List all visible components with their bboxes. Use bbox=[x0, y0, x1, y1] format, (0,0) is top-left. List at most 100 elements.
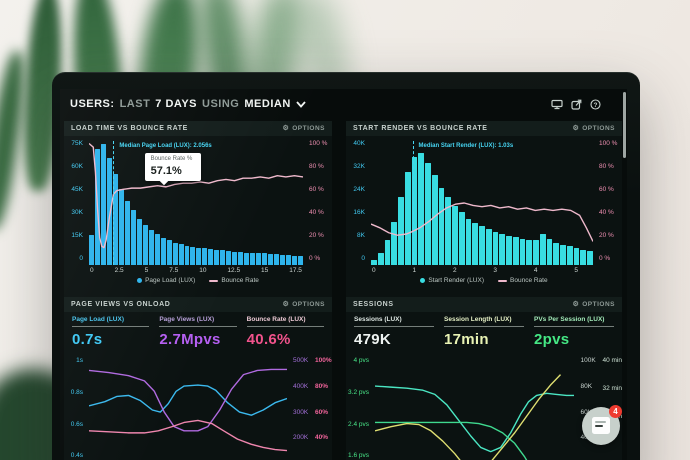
bar bbox=[256, 253, 262, 265]
options-button[interactable]: ⚙ OPTIONS bbox=[282, 125, 325, 132]
y-axis-right-group: 500K 400K 300K 200K 100% 80% 60% 40% bbox=[290, 356, 332, 460]
options-button[interactable]: ⚙ OPTIONS bbox=[572, 125, 615, 132]
legend-item[interactable]: Start Render (LUX) bbox=[420, 277, 484, 284]
chat-widget-button[interactable]: 4 bbox=[582, 405, 622, 445]
legend: Page Load (LUX) Bounce Rate bbox=[64, 277, 332, 284]
axis-tick: 200K bbox=[293, 434, 309, 442]
scrollbar[interactable] bbox=[623, 92, 626, 158]
bar bbox=[130, 210, 136, 265]
y-axis-left: 75K 60K 45K 30K 15K 0 bbox=[64, 139, 86, 265]
axis-tick: 3 bbox=[493, 267, 498, 274]
panel-header: SESSIONS ⚙ OPTIONS bbox=[346, 297, 622, 312]
users-period-dropdown[interactable]: USERS: LAST 7 DAYS USING MEDIAN bbox=[70, 98, 306, 110]
axis-tick: 60 % bbox=[309, 186, 324, 194]
chat-icon bbox=[592, 417, 610, 434]
median-annotation-line: Median Start Render (LUX): 1.03s bbox=[412, 141, 513, 265]
axis-tick: 4 pvs bbox=[353, 357, 369, 364]
plot-area[interactable] bbox=[375, 358, 574, 460]
title-part: USERS: bbox=[70, 98, 115, 110]
panel-load-time: LOAD TIME VS BOUNCE RATE ⚙ OPTIONS 75K 60K… bbox=[64, 121, 332, 297]
axis-tick: 0.6s bbox=[70, 420, 83, 428]
tooltip-title: Bounce Rate % bbox=[150, 156, 193, 162]
axis-tick: 0 % bbox=[309, 255, 321, 263]
bar bbox=[458, 212, 465, 265]
bar bbox=[124, 200, 130, 265]
axis-tick: 0 bbox=[372, 267, 376, 274]
bar bbox=[499, 234, 505, 265]
axis-tick: 4 bbox=[533, 267, 538, 274]
plot-area[interactable]: Median Page Load (LUX): 2.056s Bounce Ra… bbox=[89, 141, 303, 265]
axis-tick: 8K bbox=[357, 232, 365, 240]
bar bbox=[371, 260, 377, 265]
axis-tick: 0 bbox=[90, 267, 94, 274]
bar bbox=[196, 247, 202, 265]
share-icon[interactable] bbox=[571, 99, 582, 110]
display-icon[interactable] bbox=[551, 99, 563, 110]
legend-line bbox=[498, 279, 508, 282]
bar bbox=[220, 250, 226, 265]
metric: Session Length (LUX) 17min bbox=[444, 316, 524, 354]
bar bbox=[533, 240, 539, 265]
axis-tick: 40% bbox=[315, 434, 329, 442]
axis-tick: 0 % bbox=[599, 255, 611, 263]
axis-tick: 400K bbox=[293, 382, 309, 390]
bar bbox=[214, 250, 220, 265]
series-line bbox=[89, 143, 303, 247]
bar bbox=[106, 157, 112, 265]
axis-tick: 30K bbox=[71, 209, 83, 217]
axis-tick: 0 bbox=[361, 255, 365, 263]
metric-rule bbox=[444, 326, 524, 327]
legend-item[interactable]: Bounce Rate bbox=[498, 277, 548, 284]
bar bbox=[573, 247, 580, 265]
axis-tick: 60% bbox=[315, 408, 329, 416]
bar bbox=[262, 253, 268, 265]
panel-sessions: SESSIONS ⚙ OPTIONS Sessions (LUX) 479K Sess… bbox=[346, 297, 622, 460]
laptop-screen: USERS: LAST 7 DAYS USING MEDIAN ? LOAD TIME … bbox=[52, 72, 640, 460]
axis-tick: 100K bbox=[580, 357, 596, 364]
axis-tick: 7.5 bbox=[169, 267, 179, 274]
options-button[interactable]: ⚙ OPTIONS bbox=[282, 301, 325, 308]
metric-label: Sessions (LUX) bbox=[354, 316, 402, 323]
bar bbox=[291, 255, 297, 265]
axis-tick: 80K bbox=[580, 382, 593, 390]
axis-tick: 2.4 pvs bbox=[348, 420, 369, 428]
plot-area[interactable]: Median Start Render (LUX): 1.03s bbox=[371, 141, 593, 265]
axis-tick: 100 % bbox=[309, 140, 328, 147]
metric: Page Views (LUX) 2.7Mpvs bbox=[159, 316, 237, 354]
bar bbox=[506, 235, 512, 265]
metric-label: Page Views (LUX) bbox=[159, 316, 215, 323]
axis-tick: 3.2 pvs bbox=[348, 388, 369, 396]
title-part: USING bbox=[202, 98, 240, 110]
bar bbox=[418, 153, 424, 265]
series-line bbox=[89, 420, 287, 450]
bar bbox=[566, 246, 573, 265]
axis-tick: 0 bbox=[79, 255, 83, 263]
bar bbox=[142, 225, 148, 265]
metric-label: Session Length (LUX) bbox=[444, 316, 512, 323]
bar bbox=[587, 251, 593, 265]
panel-title: PAGE VIEWS VS ONLOAD bbox=[71, 301, 171, 308]
metric-label: PVs Per Session (LUX) bbox=[534, 316, 605, 323]
legend-item[interactable]: Bounce Rate bbox=[209, 277, 259, 284]
bar bbox=[431, 175, 438, 265]
bar bbox=[485, 229, 492, 265]
legend-item[interactable]: Page Load (LUX) bbox=[137, 277, 195, 284]
dashboard-header: USERS: LAST 7 DAYS USING MEDIAN ? bbox=[60, 89, 627, 119]
tooltip-value: 57.1% bbox=[150, 164, 182, 177]
plot-area[interactable] bbox=[89, 358, 287, 460]
bar bbox=[526, 240, 532, 265]
legend-line bbox=[209, 279, 219, 282]
help-icon[interactable]: ? bbox=[590, 98, 601, 110]
axis-tick: 10 bbox=[199, 267, 207, 274]
bar bbox=[208, 249, 214, 265]
title-part: LAST bbox=[119, 98, 151, 110]
axis-tick: 32K bbox=[353, 163, 365, 171]
notification-badge: 4 bbox=[609, 405, 622, 418]
options-button[interactable]: ⚙ OPTIONS bbox=[572, 301, 615, 308]
axis-tick: 80% bbox=[315, 382, 329, 390]
y-axis-left: 4 pvs 3.2 pvs 2.4 pvs 1.6 pvs bbox=[346, 356, 372, 460]
axis-tick: 80 % bbox=[309, 163, 324, 171]
metric-value: 17min bbox=[444, 331, 489, 348]
bar bbox=[377, 252, 384, 265]
